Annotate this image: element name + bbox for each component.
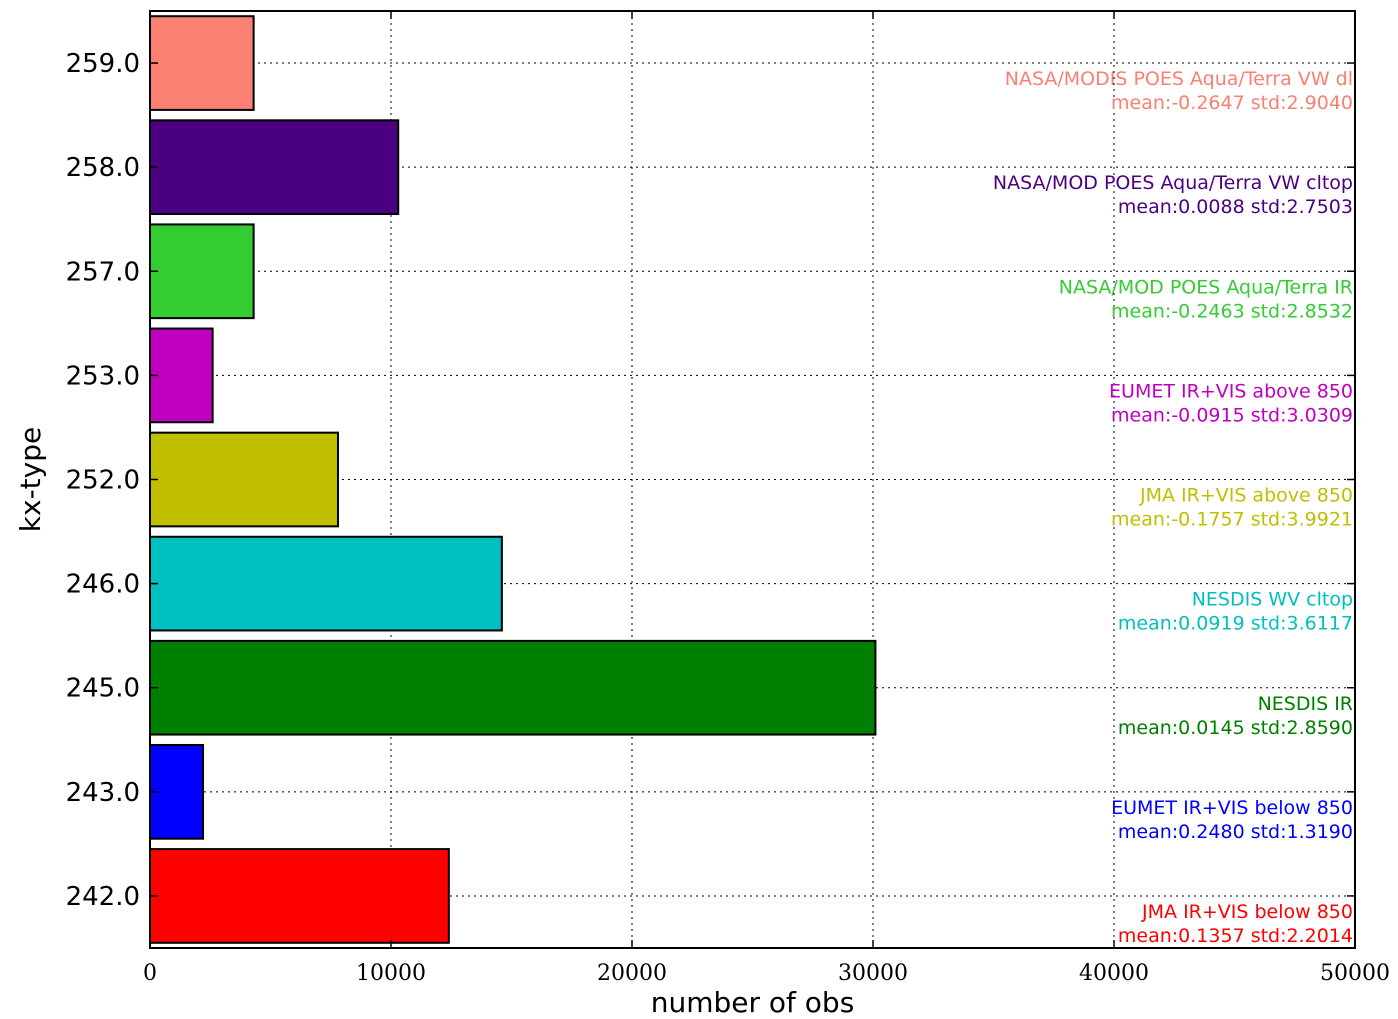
bar-246.0	[149, 535, 503, 632]
annotation-name: NASA/MOD POES Aqua/Terra IR	[1059, 276, 1353, 298]
annotation-name: JMA IR+VIS above 850	[1139, 485, 1353, 507]
y-tick-label: 258.0	[66, 153, 140, 183]
annotation-name: NASA/MODIS POES Aqua/Terra VW dl	[1005, 68, 1353, 90]
x-tick-label: 50000	[1320, 961, 1390, 986]
annotation-stats: mean:0.0145 std:2.8590	[1118, 717, 1353, 739]
annotation-name: JMA IR+VIS below 850	[1141, 901, 1353, 923]
annotation-stats: mean:-0.2647 std:2.9040	[1111, 92, 1353, 114]
annotation-name: NESDIS IR	[1258, 693, 1353, 715]
bar-259.0	[149, 15, 255, 111]
y-axis-label: kx-type	[14, 427, 47, 532]
y-tick-label: 245.0	[66, 674, 140, 704]
bar-242.0	[149, 848, 450, 944]
y-tick-label: 257.0	[66, 257, 140, 287]
annotation-name: EUMET IR+VIS below 850	[1111, 797, 1353, 819]
x-tick-labels: 0 10000 20000 30000 40000 50000	[143, 961, 1390, 986]
bar-243.0	[149, 743, 205, 840]
annotation-stats: mean:-0.0915 std:3.0309	[1111, 404, 1353, 426]
x-tick-label: 0	[143, 961, 157, 986]
y-tick-labels: 242.0 243.0 245.0 246.0 252.0 253.0 257.0 258.0…	[66, 49, 140, 912]
bar-245.0	[149, 639, 877, 736]
annotation-stats: mean:0.2480 std:1.3190	[1118, 821, 1353, 843]
bars	[149, 15, 877, 944]
bar-253.0	[149, 327, 214, 424]
annotation-stats: mean:-0.1757 std:3.9921	[1111, 509, 1353, 531]
bar-258.0	[149, 119, 400, 216]
annotation-stats: mean:0.0088 std:2.7503	[1118, 196, 1353, 218]
bar-257.0	[149, 223, 255, 320]
y-tick-label: 242.0	[66, 882, 140, 912]
annotation-name: EUMET IR+VIS above 850	[1109, 380, 1353, 402]
x-tick-label: 10000	[356, 961, 426, 986]
annotation-name: NASA/MOD POES Aqua/Terra VW cltop	[993, 172, 1353, 194]
x-tick-label: 20000	[597, 961, 667, 986]
annotation-name: NESDIS WV cltop	[1192, 589, 1353, 611]
annotation-stats: mean:0.1357 std:2.2014	[1118, 925, 1353, 947]
annotation-stats: mean:0.0919 std:3.6117	[1118, 613, 1353, 635]
y-tick-label: 246.0	[66, 570, 140, 600]
x-tick-label: 40000	[1079, 961, 1149, 986]
x-tick-label: 30000	[838, 961, 908, 986]
annotation-stats: mean:-0.2463 std:2.8532	[1111, 300, 1353, 322]
y-tick-label: 253.0	[66, 361, 140, 391]
y-tick-label: 252.0	[66, 466, 140, 496]
bar-252.0	[149, 431, 339, 528]
y-tick-label: 243.0	[66, 778, 140, 808]
y-tick-label: 259.0	[66, 49, 140, 79]
x-axis-label: number of obs	[651, 986, 855, 1019]
tick-marks	[149, 11, 1356, 948]
